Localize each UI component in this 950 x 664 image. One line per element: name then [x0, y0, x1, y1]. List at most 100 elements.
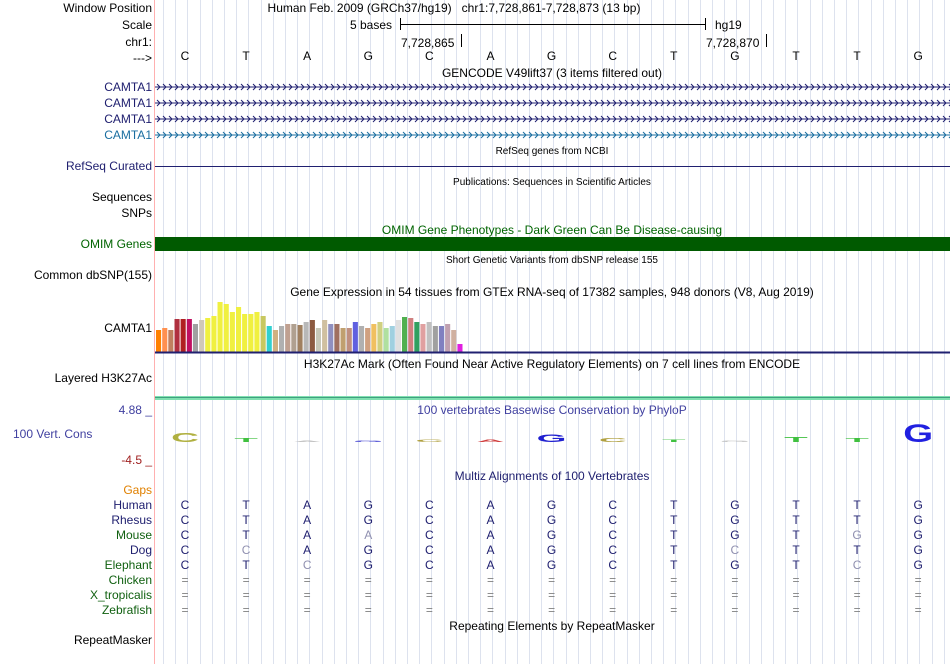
gtex-tissue-bar[interactable] — [334, 324, 340, 352]
gencode-item-label-2[interactable]: CAMTA1 — [104, 96, 152, 110]
strand-chevron — [186, 83, 191, 91]
gtex-tissue-bar[interactable] — [242, 314, 248, 352]
gtex-tissue-bar[interactable] — [217, 302, 223, 352]
gtex-tissue-bar[interactable] — [395, 320, 401, 352]
species-label[interactable]: Mouse — [115, 528, 152, 542]
strand-chevron — [930, 115, 935, 123]
conservation-track-label[interactable]: 100 Vert. Cons — [13, 427, 93, 441]
species-label[interactable]: Rhesus — [111, 513, 152, 527]
gtex-tissue-bar[interactable] — [205, 318, 211, 352]
gtex-tissue-bar[interactable] — [168, 330, 174, 352]
strand-chevron — [246, 115, 251, 123]
gtex-tissue-bar[interactable] — [445, 324, 451, 352]
refseq-track-label[interactable]: RefSeq Curated — [65, 159, 152, 173]
strand-chevron — [612, 131, 617, 139]
gtex-tissue-bar[interactable] — [192, 324, 198, 352]
gtex-tissue-bar[interactable] — [438, 326, 444, 352]
gencode-item-label-3[interactable]: CAMTA1 — [104, 112, 152, 126]
gtex-tissue-bar[interactable] — [352, 322, 358, 352]
gtex-tissue-bar[interactable] — [359, 326, 365, 352]
strand-chevron — [288, 115, 293, 123]
gtex-tissue-bar[interactable] — [260, 316, 266, 352]
gtex-tissue-bar[interactable] — [186, 319, 192, 352]
gridline — [907, 0, 909, 664]
gtex-track-label[interactable]: CAMTA1 — [104, 321, 152, 335]
gtex-tissue-bar[interactable] — [383, 328, 389, 352]
alignment-base: A — [303, 543, 312, 557]
strand-chevron — [576, 83, 581, 91]
gencode-features[interactable] — [155, 80, 950, 144]
omim-track-label[interactable]: OMIM Genes — [80, 237, 152, 251]
gtex-tissue-bar[interactable] — [377, 322, 383, 352]
gtex-tissue-bar[interactable] — [420, 324, 426, 352]
omim-feature-bar[interactable] — [155, 237, 950, 251]
gtex-tissue-bar[interactable] — [272, 330, 278, 352]
strand-chevron — [744, 83, 749, 91]
snps-track-label[interactable]: SNPs — [121, 206, 152, 220]
gtex-tissue-bar[interactable] — [414, 322, 420, 352]
gtex-tissue-bar[interactable] — [408, 318, 414, 352]
strand-chevron — [924, 131, 929, 139]
strand-chevron — [864, 131, 869, 139]
h3k27ac-track-label[interactable]: Layered H3K27Ac — [54, 371, 152, 385]
gtex-tissue-bar[interactable] — [254, 312, 260, 352]
gtex-tissue-bar[interactable] — [211, 316, 217, 352]
gtex-bar-chart[interactable] — [155, 299, 950, 355]
gtex-tissue-bar[interactable] — [156, 330, 162, 352]
strand-chevron — [546, 83, 551, 91]
gtex-tissue-bar[interactable] — [315, 328, 321, 352]
gtex-tissue-bar[interactable] — [389, 326, 395, 352]
sequences-track-label[interactable]: Sequences — [91, 190, 152, 204]
gtex-tissue-bar[interactable] — [229, 312, 235, 352]
strand-chevron — [360, 115, 365, 123]
gtex-tissue-bar[interactable] — [457, 344, 463, 352]
gtex-tissue-bar[interactable] — [248, 314, 254, 352]
strand-chevron — [798, 115, 803, 123]
gtex-tissue-bar[interactable] — [285, 324, 291, 352]
alignment-base: T — [670, 558, 678, 572]
refseq-feature-line[interactable] — [155, 166, 950, 167]
strand-chevron — [408, 131, 413, 139]
gencode-item-label-4[interactable]: CAMTA1 — [104, 128, 152, 142]
gtex-tissue-bar[interactable] — [297, 325, 303, 352]
strand-chevron — [462, 83, 467, 91]
gtex-tissue-bar[interactable] — [236, 307, 242, 352]
gtex-tissue-bar[interactable] — [309, 320, 315, 352]
gtex-tissue-bar[interactable] — [279, 326, 285, 352]
gtex-tissue-bar[interactable] — [402, 317, 408, 352]
strand-chevron — [402, 83, 407, 91]
gtex-tissue-bar[interactable] — [371, 324, 377, 352]
species-label[interactable]: X_tropicalis — [89, 588, 152, 602]
species-label[interactable]: Elephant — [104, 558, 152, 572]
strand-chevron — [684, 99, 689, 107]
gtex-tissue-bar[interactable] — [426, 322, 432, 352]
species-label[interactable]: Dog — [129, 543, 152, 557]
gtex-tissue-bar[interactable] — [432, 326, 438, 352]
repeatmasker-track-label[interactable]: RepeatMasker — [73, 633, 152, 647]
h3k27ac-signal[interactable] — [155, 396, 950, 400]
species-label[interactable]: Zebrafish — [101, 603, 152, 617]
gtex-tissue-bar[interactable] — [180, 319, 186, 352]
strand-chevron — [324, 83, 329, 91]
gtex-tissue-bar[interactable] — [328, 324, 334, 352]
gtex-tissue-bar[interactable] — [223, 304, 229, 352]
track-image-area[interactable]: Human Feb. 2009 (GRCh37/hg19) chr1:7,728… — [155, 0, 950, 664]
dbsnp-track-label[interactable]: Common dbSNP(155) — [33, 268, 152, 282]
species-label[interactable]: Chicken — [108, 573, 152, 587]
gtex-tissue-bar[interactable] — [199, 320, 205, 352]
gtex-tissue-bar[interactable] — [162, 328, 168, 352]
gtex-tissue-bar[interactable] — [346, 328, 352, 352]
gtex-tissue-bar[interactable] — [365, 328, 371, 352]
gtex-tissue-bar[interactable] — [266, 326, 272, 352]
strand-chevron — [300, 83, 305, 91]
strand-chevron — [660, 131, 665, 139]
gtex-tissue-bar[interactable] — [451, 330, 457, 352]
gtex-tissue-bar[interactable] — [303, 322, 309, 352]
species-label[interactable]: Human — [113, 498, 152, 512]
gtex-tissue-bar[interactable] — [174, 319, 180, 352]
gtex-tissue-bar[interactable] — [291, 324, 297, 352]
gtex-tissue-bar[interactable] — [340, 328, 346, 352]
gtex-tissue-bar[interactable] — [322, 320, 328, 352]
gencode-item-label-1[interactable]: CAMTA1 — [104, 80, 152, 94]
